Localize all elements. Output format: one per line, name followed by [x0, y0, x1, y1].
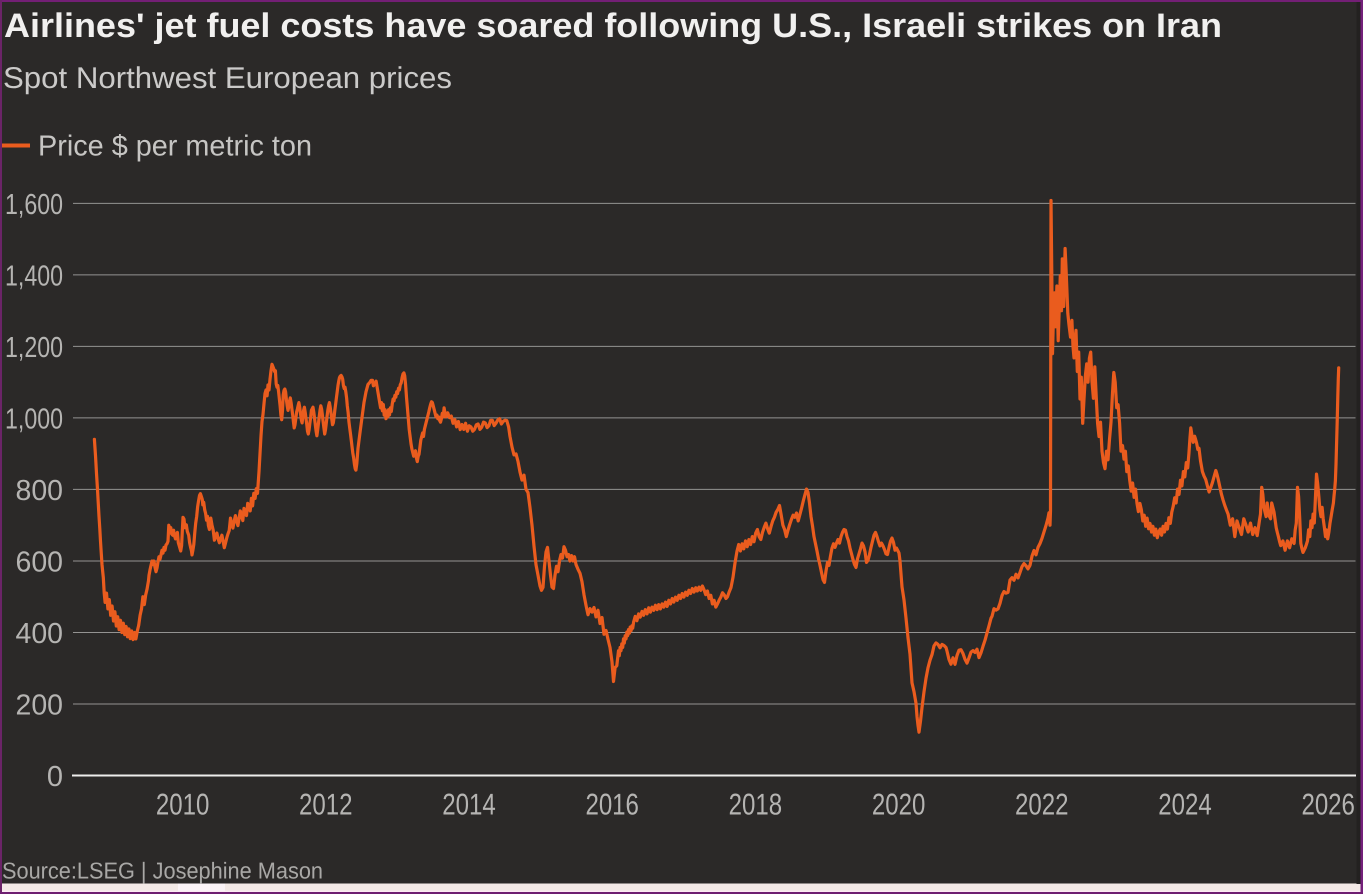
- svg-text:1,400: 1,400: [5, 260, 63, 292]
- svg-text:Source:LSEG | Josephine Mason: Source:LSEG | Josephine Mason: [2, 858, 323, 884]
- svg-text:600: 600: [16, 547, 64, 579]
- svg-text:200: 200: [16, 690, 64, 722]
- svg-text:Airlines' jet fuel costs have: Airlines' jet fuel costs have soared fol…: [4, 7, 1222, 45]
- svg-text:2022: 2022: [1015, 789, 1069, 822]
- svg-text:2014: 2014: [442, 789, 496, 822]
- svg-text:1,600: 1,600: [5, 189, 63, 221]
- svg-text:2010: 2010: [156, 789, 210, 822]
- svg-text:400: 400: [16, 618, 64, 650]
- svg-text:2016: 2016: [585, 789, 639, 822]
- svg-text:2020: 2020: [872, 789, 926, 822]
- svg-text:Price $ per metric ton: Price $ per metric ton: [38, 131, 312, 163]
- svg-text:2012: 2012: [299, 789, 353, 822]
- svg-text:2024: 2024: [1158, 789, 1212, 822]
- svg-text:0: 0: [47, 761, 63, 793]
- svg-text:2026: 2026: [1301, 789, 1355, 822]
- svg-text:1,200: 1,200: [5, 332, 63, 364]
- svg-text:1,000: 1,000: [5, 403, 63, 435]
- svg-text:800: 800: [16, 475, 64, 507]
- svg-text:2018: 2018: [729, 789, 783, 822]
- svg-text:Spot Northwest European prices: Spot Northwest European prices: [3, 62, 452, 95]
